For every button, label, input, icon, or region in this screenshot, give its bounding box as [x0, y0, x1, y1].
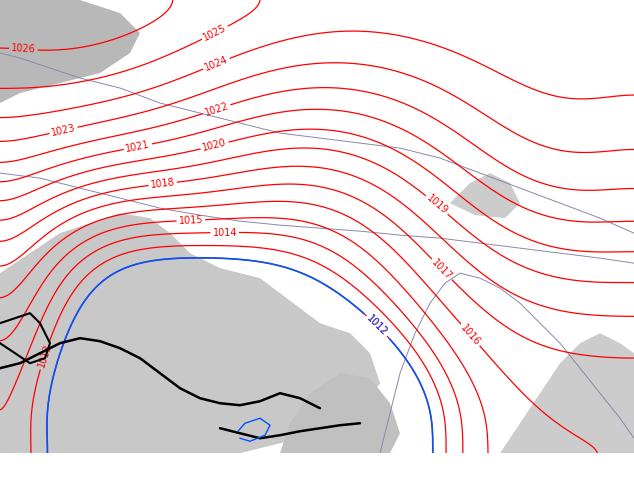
Text: 1021: 1021	[125, 140, 151, 154]
Polygon shape	[0, 213, 380, 453]
Polygon shape	[500, 333, 634, 453]
Text: 1016: 1016	[458, 322, 482, 347]
Text: 1025: 1025	[202, 23, 228, 43]
Text: 1020: 1020	[202, 138, 228, 153]
Text: 1024: 1024	[203, 54, 230, 73]
Polygon shape	[450, 173, 520, 218]
Polygon shape	[0, 0, 140, 103]
Text: © weatheronline.co.uk: © weatheronline.co.uk	[478, 475, 628, 488]
Text: Surface pressure [hPa] ECMWF: Surface pressure [hPa] ECMWF	[6, 464, 230, 477]
Text: 1018: 1018	[150, 177, 176, 190]
Text: 1019: 1019	[424, 193, 450, 217]
Text: 1012: 1012	[365, 314, 389, 338]
Text: Th 09-05-2024 12:00 UTC (12+144): Th 09-05-2024 12:00 UTC (12+144)	[372, 464, 628, 477]
Text: 1012: 1012	[365, 314, 389, 338]
Text: 1023: 1023	[51, 123, 77, 138]
Text: 1014: 1014	[212, 227, 237, 238]
Text: 1013: 1013	[36, 343, 53, 369]
Polygon shape	[280, 373, 400, 453]
Text: 1017: 1017	[430, 257, 454, 282]
Text: 1026: 1026	[11, 44, 36, 55]
Text: 1022: 1022	[204, 100, 230, 118]
Text: 1015: 1015	[178, 215, 204, 226]
